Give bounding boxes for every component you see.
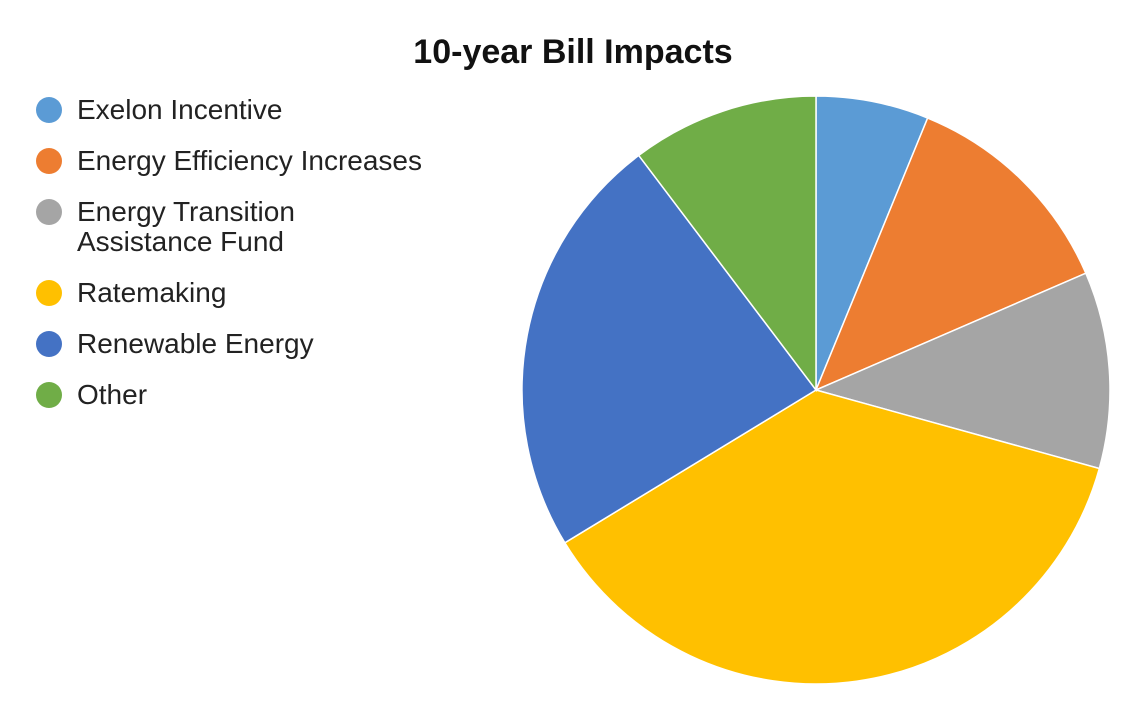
legend-marker (36, 199, 62, 225)
pie-slice-renewable-energy (521, 154, 818, 544)
legend-item-energy-transition-assistance-fund: Energy Transition Assistance Fund (36, 197, 496, 257)
legend-marker (36, 331, 62, 357)
legend-label: Other (77, 379, 148, 410)
pie-slice-energy-efficiency-increases (814, 117, 1087, 392)
legend-label: Energy Transition Assistance Fund (77, 196, 295, 257)
legend-marker (36, 382, 62, 408)
pie-slice-energy-transition-assistance-fund (813, 272, 1111, 470)
legend-label: Ratemaking (77, 277, 227, 308)
legend-marker (36, 280, 62, 306)
legend: Exelon Incentive Energy Efficiency Incre… (36, 95, 496, 431)
legend-marker (36, 97, 62, 123)
legend-item-energy-efficiency-increases: Energy Efficiency Increases (36, 146, 496, 176)
chart-title: 10-year Bill Impacts (413, 33, 733, 71)
pie-slice-other (637, 95, 817, 393)
legend-item-exelon-incentive: Exelon Incentive (36, 95, 496, 125)
legend-marker (36, 148, 62, 174)
legend-item-other: Other (36, 380, 496, 410)
pie-slice-ratemaking (563, 389, 1101, 685)
legend-item-ratemaking: Ratemaking (36, 278, 496, 308)
legend-label: Energy Efficiency Increases (77, 145, 422, 176)
legend-item-renewable-energy: Renewable Energy (36, 329, 496, 359)
pie-slice-exelon-incentive (815, 95, 929, 391)
legend-label: Exelon Incentive (77, 94, 283, 125)
legend-label: Renewable Energy (77, 328, 314, 359)
